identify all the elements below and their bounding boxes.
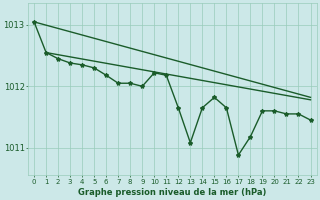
X-axis label: Graphe pression niveau de la mer (hPa): Graphe pression niveau de la mer (hPa) xyxy=(78,188,267,197)
